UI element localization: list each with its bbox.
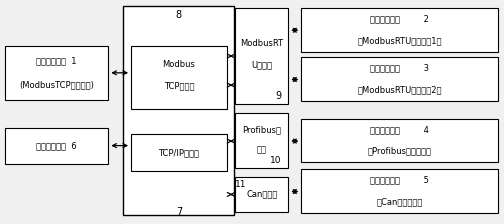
Text: 第三通信接口         3: 第三通信接口 3 <box>370 64 429 73</box>
Text: （ModbusRTU通信接口2）: （ModbusRTU通信接口2） <box>357 85 442 94</box>
Text: 8: 8 <box>176 10 182 19</box>
Text: （Profibus通信接口）: （Profibus通信接口） <box>368 147 431 156</box>
Bar <box>235 113 288 168</box>
Text: （ModbusRTU通信接口1）: （ModbusRTU通信接口1） <box>357 36 442 45</box>
Text: U通信栈: U通信栈 <box>251 60 272 69</box>
Bar <box>301 57 498 101</box>
Text: 第二通信接口         2: 第二通信接口 2 <box>370 14 429 24</box>
Text: Modbus: Modbus <box>162 60 196 69</box>
Bar <box>301 119 498 162</box>
Bar <box>235 177 288 212</box>
Bar <box>131 46 227 109</box>
Bar <box>5 46 108 100</box>
Text: (ModbusTCP通信接口): (ModbusTCP通信接口) <box>19 81 94 90</box>
Bar <box>123 6 234 215</box>
Text: TCP/IP通信栈: TCP/IP通信栈 <box>158 148 200 157</box>
Text: Profibus通: Profibus通 <box>242 125 281 134</box>
Text: 10: 10 <box>270 156 281 165</box>
Bar <box>235 8 288 104</box>
Text: 第四通信接口         4: 第四通信接口 4 <box>370 125 429 134</box>
Text: Can通信栈: Can通信栈 <box>246 190 278 199</box>
Bar <box>301 8 498 52</box>
Text: 第一通信接口  1: 第一通信接口 1 <box>36 56 77 65</box>
Text: 信栈: 信栈 <box>257 145 267 154</box>
Text: 11: 11 <box>235 180 247 189</box>
Text: 9: 9 <box>275 91 281 101</box>
Bar <box>301 169 498 213</box>
Text: ModbusRT: ModbusRT <box>240 39 283 48</box>
Text: TCP通信栈: TCP通信栈 <box>164 82 194 91</box>
Text: 第六配置接口  6: 第六配置接口 6 <box>36 141 77 150</box>
Bar <box>131 134 227 171</box>
Text: （Can通信接口）: （Can通信接口） <box>376 197 423 206</box>
Bar <box>5 128 108 164</box>
Text: 第五通信接口         5: 第五通信接口 5 <box>370 176 429 185</box>
Text: 7: 7 <box>176 207 182 217</box>
